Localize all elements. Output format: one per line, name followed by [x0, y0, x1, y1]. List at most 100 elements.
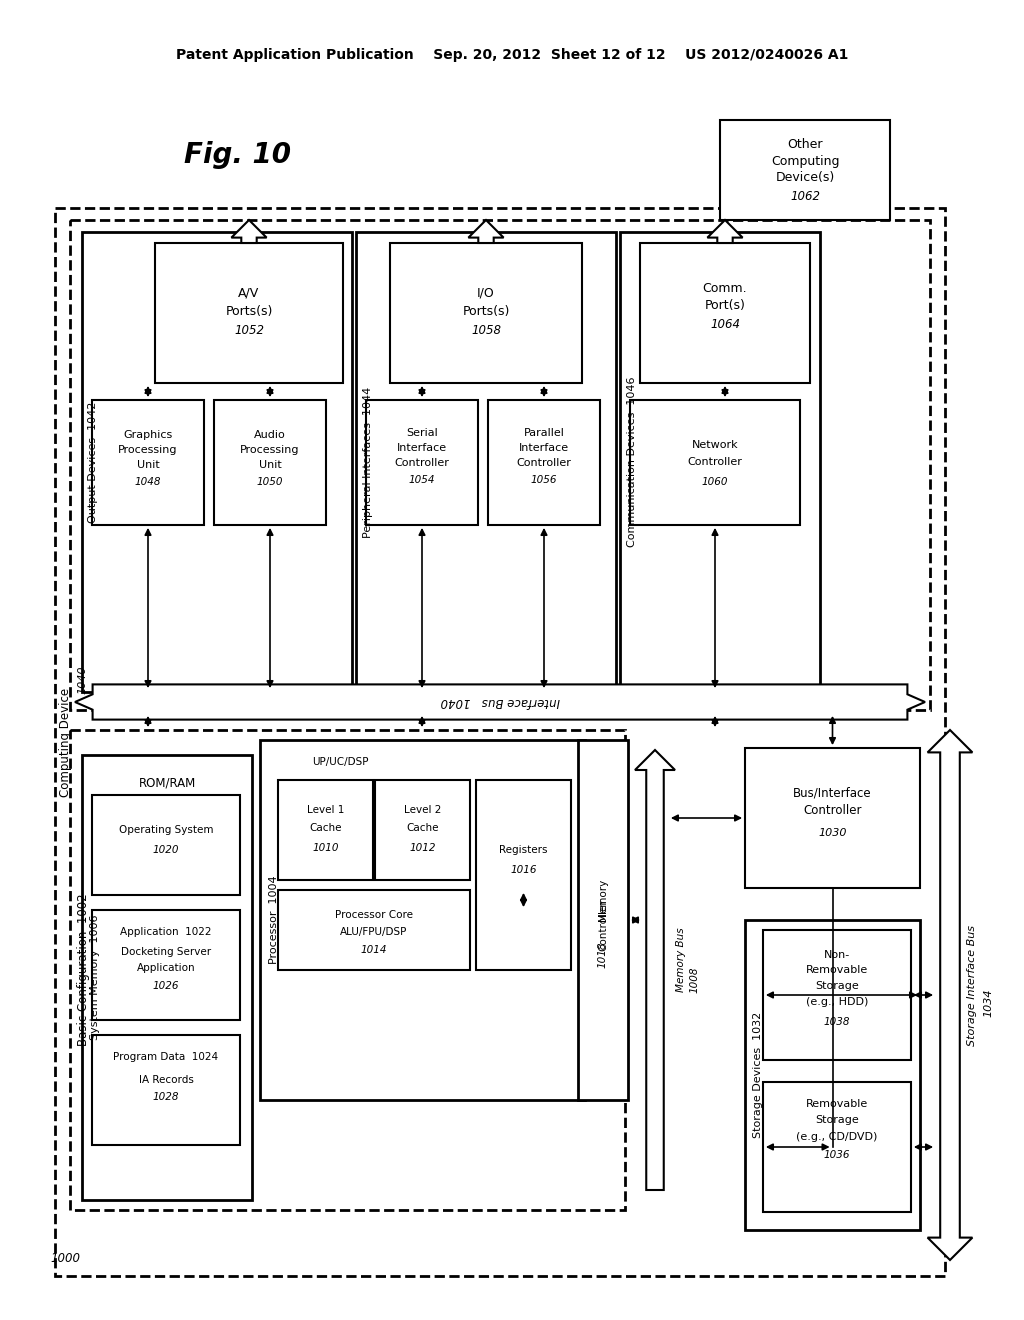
- Bar: [278, 890, 470, 970]
- Bar: [92, 1035, 240, 1144]
- Bar: [92, 909, 240, 1020]
- Text: 1064: 1064: [710, 318, 740, 331]
- Text: Registers: Registers: [500, 845, 548, 855]
- Text: Interface: Interface: [397, 444, 447, 453]
- Text: Output Devices  1042: Output Devices 1042: [88, 401, 98, 523]
- Text: Computing: Computing: [771, 156, 840, 169]
- Text: 1008: 1008: [690, 966, 700, 993]
- Text: Network: Network: [691, 440, 738, 450]
- Bar: [578, 741, 628, 1100]
- Bar: [620, 232, 820, 692]
- Text: Storage: Storage: [815, 1115, 859, 1125]
- Text: Device(s): Device(s): [775, 172, 835, 185]
- Bar: [366, 400, 478, 525]
- Text: Level 1: Level 1: [307, 805, 344, 814]
- Text: Controller: Controller: [516, 458, 571, 469]
- Bar: [630, 400, 800, 525]
- Text: A/V: A/V: [239, 286, 260, 300]
- Bar: [720, 120, 890, 220]
- Polygon shape: [708, 220, 742, 243]
- Text: Storage Devices  1032: Storage Devices 1032: [753, 1012, 763, 1138]
- Text: 1036: 1036: [823, 1150, 850, 1160]
- Text: Application: Application: [136, 964, 196, 973]
- Bar: [278, 780, 373, 880]
- Bar: [82, 755, 252, 1200]
- Text: UP/UC/DSP: UP/UC/DSP: [311, 756, 369, 767]
- Text: Audio: Audio: [254, 430, 286, 440]
- Text: Unit: Unit: [136, 459, 160, 470]
- Bar: [390, 243, 582, 383]
- Text: Serial: Serial: [407, 428, 438, 438]
- Text: Comm.: Comm.: [702, 281, 748, 294]
- Text: 1034: 1034: [983, 989, 993, 1018]
- Text: 1038: 1038: [823, 1016, 850, 1027]
- Text: Fig. 10: Fig. 10: [184, 141, 292, 169]
- Text: 1014: 1014: [360, 945, 387, 954]
- Text: Controller: Controller: [598, 899, 608, 950]
- Text: Interface: Interface: [519, 444, 569, 453]
- Bar: [155, 243, 343, 383]
- Bar: [375, 780, 470, 880]
- Bar: [260, 741, 585, 1100]
- Text: Docketing Server: Docketing Server: [121, 946, 211, 957]
- Text: I/O: I/O: [477, 286, 495, 300]
- Text: 1052: 1052: [234, 325, 264, 338]
- Text: ALU/FPU/DSP: ALU/FPU/DSP: [340, 927, 408, 937]
- Text: Program Data  1024: Program Data 1024: [114, 1052, 218, 1063]
- Text: Controller: Controller: [803, 804, 862, 817]
- Text: (e.g., CD/DVD): (e.g., CD/DVD): [797, 1133, 878, 1142]
- Text: Storage Interface Bus: Storage Interface Bus: [967, 924, 977, 1045]
- Bar: [92, 795, 240, 895]
- Text: Processor  1004: Processor 1004: [269, 875, 279, 965]
- Bar: [763, 1082, 911, 1212]
- Text: 1020: 1020: [153, 845, 179, 855]
- Text: Processing: Processing: [118, 445, 178, 455]
- Text: Ports(s): Ports(s): [225, 305, 272, 318]
- Text: ROM/RAM: ROM/RAM: [138, 776, 196, 789]
- Bar: [55, 209, 945, 1276]
- Text: Processor Core: Processor Core: [335, 909, 413, 920]
- Text: Graphics: Graphics: [123, 430, 173, 440]
- Polygon shape: [231, 220, 266, 243]
- Text: Unit: Unit: [259, 459, 282, 470]
- Text: Bus/Interface: Bus/Interface: [794, 787, 871, 800]
- Text: Operating System: Operating System: [119, 825, 213, 836]
- Text: 1030: 1030: [818, 828, 847, 838]
- Text: 1060: 1060: [701, 477, 728, 487]
- Text: Basic Configuration  1002: Basic Configuration 1002: [78, 894, 90, 1047]
- Text: Peripheral Interfaces  1044: Peripheral Interfaces 1044: [362, 387, 373, 537]
- Text: Communication Devices  1046: Communication Devices 1046: [627, 376, 637, 548]
- Bar: [70, 730, 625, 1210]
- Text: (e.g., HDD): (e.g., HDD): [806, 997, 868, 1007]
- Text: Parallel: Parallel: [523, 428, 564, 438]
- Polygon shape: [635, 750, 675, 1191]
- Text: Patent Application Publication    Sep. 20, 2012  Sheet 12 of 12    US 2012/02400: Patent Application Publication Sep. 20, …: [176, 48, 848, 62]
- Bar: [763, 931, 911, 1060]
- Text: 1012: 1012: [410, 843, 436, 853]
- Bar: [640, 243, 810, 383]
- Text: Level 2: Level 2: [403, 805, 441, 814]
- Text: 1026: 1026: [153, 981, 179, 991]
- Text: 1058: 1058: [471, 325, 501, 338]
- Text: 1028: 1028: [153, 1092, 179, 1102]
- Bar: [745, 748, 920, 888]
- Text: Cache: Cache: [407, 822, 438, 833]
- Text: Memory Bus: Memory Bus: [676, 928, 686, 993]
- Bar: [214, 400, 326, 525]
- Text: Port(s): Port(s): [705, 298, 745, 312]
- Text: 1056: 1056: [530, 475, 557, 484]
- Text: 1018: 1018: [598, 941, 608, 969]
- Text: System Memory  1006: System Memory 1006: [90, 915, 100, 1040]
- Polygon shape: [75, 684, 925, 719]
- Text: Other: Other: [787, 139, 822, 152]
- Text: Interface Bus   1040: Interface Bus 1040: [440, 696, 560, 709]
- Text: Storage: Storage: [815, 981, 859, 991]
- Polygon shape: [468, 220, 504, 243]
- Text: Controller: Controller: [687, 457, 742, 467]
- Bar: [745, 920, 920, 1230]
- Text: Ports(s): Ports(s): [462, 305, 510, 318]
- Text: Computing Device: Computing Device: [58, 688, 72, 796]
- Text: 1050: 1050: [257, 477, 284, 487]
- Bar: [476, 780, 571, 970]
- Text: 1010: 1010: [312, 843, 339, 853]
